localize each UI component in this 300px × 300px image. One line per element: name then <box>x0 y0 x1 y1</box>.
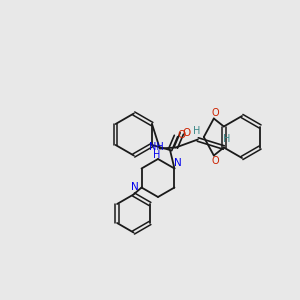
Text: O: O <box>211 109 219 118</box>
Text: O: O <box>211 155 219 166</box>
Text: H: H <box>153 149 160 160</box>
Text: N: N <box>174 158 181 169</box>
Text: H: H <box>193 125 200 136</box>
Text: NH: NH <box>149 142 164 152</box>
Text: O: O <box>183 128 191 137</box>
Text: O: O <box>178 130 186 140</box>
Text: H: H <box>223 134 230 145</box>
Text: N: N <box>131 182 138 191</box>
